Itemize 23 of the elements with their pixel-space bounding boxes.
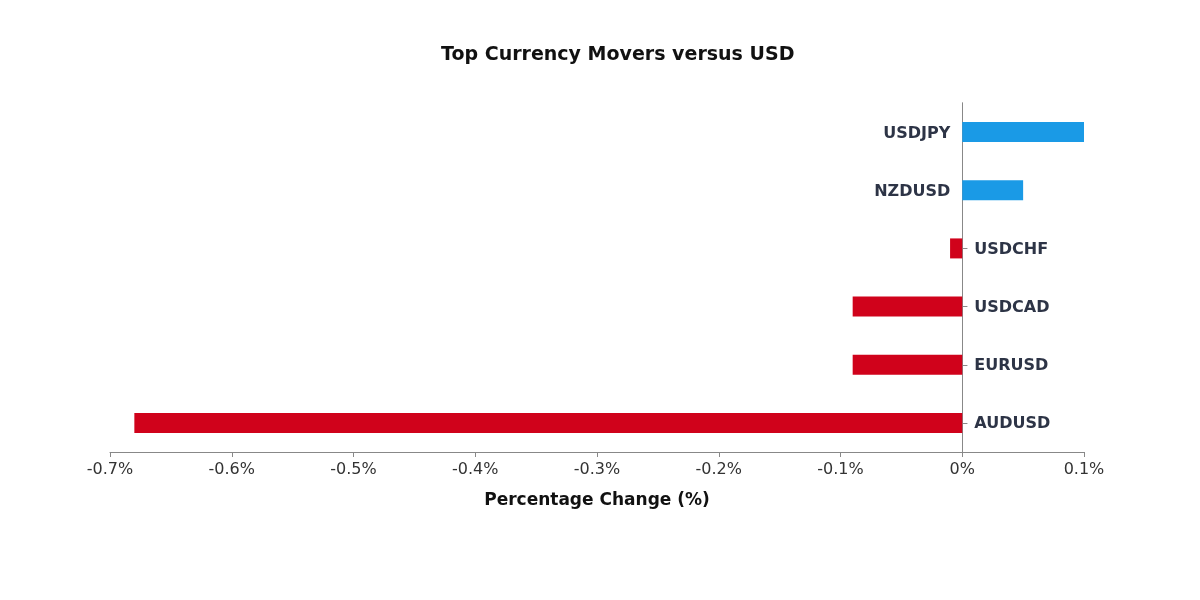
x-tick-label: -0.7%: [86, 458, 134, 478]
y-tick-label: USDCAD: [974, 297, 1050, 317]
x-tick-label: -0.2%: [695, 458, 742, 478]
bar: [852, 354, 963, 375]
y-tick-label: USDCHF: [974, 238, 1049, 258]
x-tick-label: -0.4%: [452, 458, 499, 478]
y-tick-label: NZDUSD: [874, 180, 951, 200]
y-tick-label: AUDUSD: [974, 413, 1051, 433]
x-tick-label: -0.6%: [208, 458, 255, 478]
bar: [962, 180, 1024, 201]
x-tick-label: -0.1%: [817, 458, 864, 478]
chart-title: Top Currency Movers versus USD: [441, 41, 795, 64]
bar: [134, 412, 963, 433]
bar: [950, 238, 963, 259]
bar: [852, 296, 963, 317]
x-tick-label: 0.1%: [1063, 458, 1105, 478]
y-tick-label: USDJPY: [883, 122, 951, 142]
x-axis-title: Percentage Change (%): [484, 488, 710, 509]
x-tick-label: -0.5%: [330, 458, 377, 478]
y-tick-label: EURUSD: [974, 355, 1049, 375]
x-tick-label: 0%: [949, 458, 975, 478]
bar: [962, 122, 1084, 143]
x-tick-label: -0.3%: [573, 458, 621, 478]
